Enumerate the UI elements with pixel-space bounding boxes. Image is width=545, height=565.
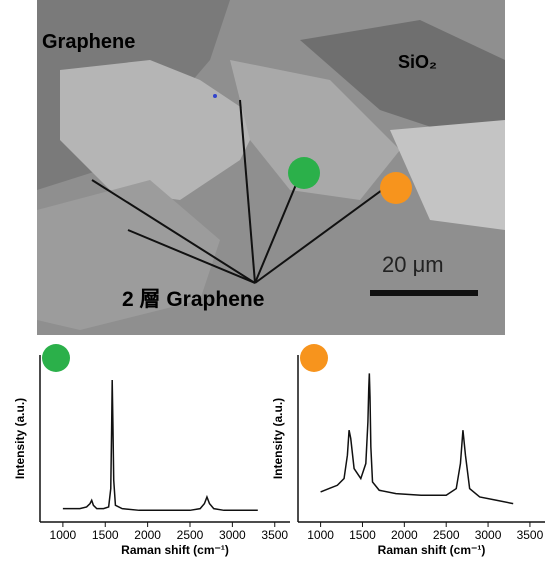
micrograph: Graphene SiO₂ 2 層 Graphene 20 μm bbox=[37, 0, 505, 335]
spot-badge bbox=[42, 344, 70, 372]
x-tick-label: 1000 bbox=[50, 528, 77, 542]
x-tick-label: 2000 bbox=[134, 528, 161, 542]
spectrum-line bbox=[63, 380, 258, 510]
x-tick-label: 2000 bbox=[391, 528, 418, 542]
figure: Graphene SiO₂ 2 層 Graphene 20 μm 1000 150… bbox=[0, 0, 545, 560]
scale-label: 20 μm bbox=[382, 252, 444, 277]
x-tick-label: 3500 bbox=[517, 528, 544, 542]
x-tick-label: 3000 bbox=[475, 528, 502, 542]
x-tick-label: 2500 bbox=[177, 528, 204, 542]
x-tick-label: 1500 bbox=[92, 528, 119, 542]
x-tick-label: 2500 bbox=[433, 528, 460, 542]
x-tick-label: 1000 bbox=[307, 528, 334, 542]
spot-marker bbox=[288, 157, 320, 189]
x-tick-label: 1500 bbox=[349, 528, 376, 542]
x-axis-title: Raman shift (cm⁻¹) bbox=[378, 543, 486, 557]
label: SiO₂ bbox=[398, 52, 437, 72]
spot-marker bbox=[380, 172, 412, 204]
spot-badge bbox=[300, 344, 328, 372]
spectrum-line bbox=[321, 373, 514, 503]
x-tick-label: 3500 bbox=[261, 528, 288, 542]
label: 2 層 Graphene bbox=[122, 288, 264, 311]
label: Graphene bbox=[42, 31, 135, 53]
y-axis-title: Intensity (a.u.) bbox=[271, 398, 285, 479]
dot bbox=[213, 94, 217, 98]
x-tick-label: 3000 bbox=[219, 528, 246, 542]
x-axis-title: Raman shift (cm⁻¹) bbox=[121, 543, 229, 557]
y-axis-title: Intensity (a.u.) bbox=[13, 398, 27, 479]
